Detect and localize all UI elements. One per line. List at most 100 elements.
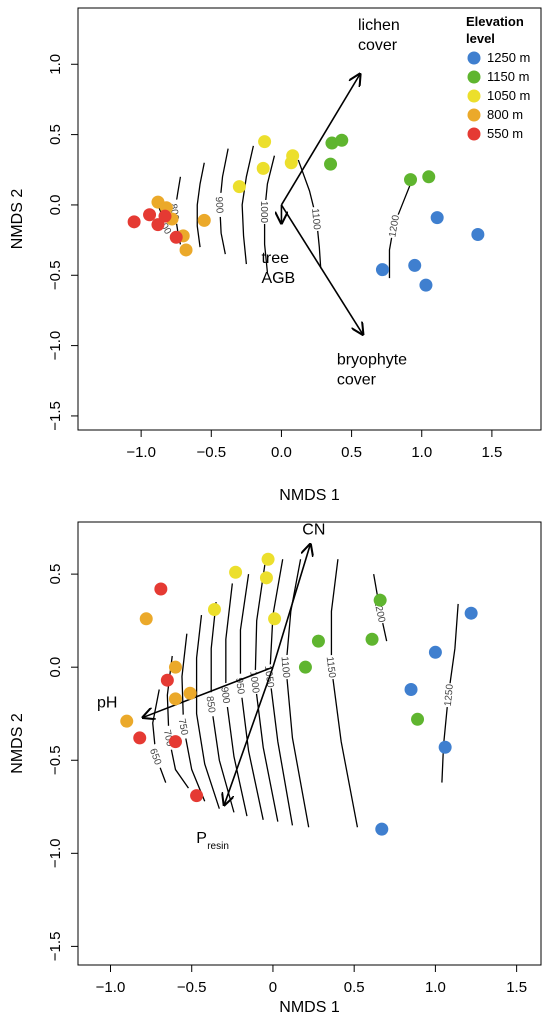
y-axis-title: NMDS 2 xyxy=(9,713,26,774)
plot-point xyxy=(179,243,193,257)
y-tick-label: −1.5 xyxy=(47,401,64,431)
plot-point xyxy=(419,278,433,292)
x-tick-label: 0.5 xyxy=(344,979,365,996)
plot-point xyxy=(404,683,418,697)
plot-point xyxy=(408,258,422,272)
plot-point xyxy=(324,157,338,171)
plot-point xyxy=(127,215,141,229)
contour-line xyxy=(330,559,359,828)
legend-label: 1250 m xyxy=(487,50,530,65)
top-nmds-panel: −1.0 −0.5 0.0 0.5 1.0 1.5 −1.5 −1.0 −0.5 0.0 0.5 1.… xyxy=(9,7,542,504)
legend-swatch xyxy=(467,108,481,122)
y-tick-label: −0.5 xyxy=(47,260,64,290)
plot-point xyxy=(168,735,182,749)
plot-point xyxy=(286,149,300,163)
plot-point xyxy=(256,161,270,175)
plot-point xyxy=(154,582,168,596)
plot-point xyxy=(183,686,197,700)
legend-label: 800 m xyxy=(487,107,523,122)
plot-point xyxy=(365,632,379,646)
contour-label: 1200 xyxy=(387,214,402,238)
x-tick-label: −1.0 xyxy=(96,979,126,996)
plot-point xyxy=(430,211,444,225)
plot-point xyxy=(229,565,243,579)
contour-line xyxy=(241,145,255,265)
plot-point xyxy=(258,135,272,149)
contour-label: 1100 xyxy=(278,656,291,679)
y-tick-label: −0.5 xyxy=(47,745,64,775)
env-vector-arrow xyxy=(280,204,362,334)
x-tick-label: 0 xyxy=(269,979,277,996)
env-vector-arrow xyxy=(224,666,274,805)
contour-line xyxy=(285,559,310,828)
plot-point xyxy=(190,789,204,803)
vector-label-line2: cover xyxy=(337,371,377,388)
contour-label-bg xyxy=(258,199,271,224)
y-tick-label: −1.0 xyxy=(47,331,64,361)
bottom-nmds-panel: −1.0 −0.5 0 0.5 1.0 1.5−1.5−1.0−0.50.00.5NMDS… xyxy=(9,521,542,1016)
plot-point xyxy=(404,173,418,187)
contour-label: 1250 xyxy=(443,683,456,707)
y-tick-label: 0.5 xyxy=(47,124,64,145)
x-tick-label: 0.5 xyxy=(341,444,362,461)
contour-line xyxy=(269,559,294,826)
plot-point xyxy=(471,227,485,241)
plot-point xyxy=(143,208,157,222)
x-tick-label: −0.5 xyxy=(177,979,207,996)
x-tick-label: 1.5 xyxy=(506,979,527,996)
legend-swatch xyxy=(467,89,481,103)
vector-label-subscript: resin xyxy=(207,841,229,852)
plot-point xyxy=(197,213,211,227)
y-tick-label: −1.5 xyxy=(47,932,64,962)
legend-swatch xyxy=(467,51,481,65)
plot-point xyxy=(120,714,134,728)
plot-point xyxy=(298,660,312,674)
vector-label: CN xyxy=(302,521,325,538)
contour-label: 900 xyxy=(218,686,231,704)
plot-point xyxy=(139,612,153,626)
plot-point xyxy=(428,645,442,659)
legend: Elevation level 1250 m 1150 m 1050 m 800 m 5… xyxy=(466,14,530,141)
y-tick-label: −1.0 xyxy=(47,839,64,869)
plot-point xyxy=(133,731,147,745)
plot-point xyxy=(411,712,425,726)
contour-label-bg xyxy=(309,206,324,232)
env-vector-arrow xyxy=(272,544,310,668)
vector-label: tree xyxy=(261,250,289,267)
y-tick-label: 0.5 xyxy=(47,564,64,585)
vector-label: P xyxy=(196,830,207,847)
plot-point xyxy=(311,634,325,648)
legend-label: 550 m xyxy=(487,126,523,141)
contour-label: 1150 xyxy=(324,656,338,679)
vector-label: bryophyte xyxy=(337,351,407,368)
plot-point xyxy=(261,552,275,566)
legend-label: 1150 m xyxy=(487,69,529,84)
legend-title-line2: level xyxy=(466,31,495,46)
x-axis-title: NMDS 1 xyxy=(279,487,340,504)
env-vector-arrow xyxy=(143,666,274,717)
plot-point xyxy=(160,673,174,687)
plot-point xyxy=(375,263,389,277)
plot-point xyxy=(158,209,172,223)
y-tick-label: 1.0 xyxy=(47,54,64,75)
plot-point xyxy=(335,133,349,147)
vector-label-line2: cover xyxy=(358,37,398,54)
x-tick-label: 1.0 xyxy=(411,444,432,461)
env-vector-arrow xyxy=(280,74,360,206)
plot-point xyxy=(422,170,436,184)
contour-label-bg xyxy=(146,743,166,770)
contour-line xyxy=(196,162,205,248)
x-axis-title: NMDS 1 xyxy=(279,999,340,1016)
plot-point xyxy=(168,692,182,706)
legend-swatch xyxy=(467,70,481,84)
contour-label-bg xyxy=(278,654,294,680)
contour-label-bg xyxy=(233,673,248,699)
vector-label: pH xyxy=(97,694,117,711)
plot-point xyxy=(168,660,182,674)
vector-label-line2: AGB xyxy=(261,270,295,287)
x-tick-label: 1.0 xyxy=(425,979,446,996)
y-tick-label: 0.0 xyxy=(47,195,64,216)
contour-line xyxy=(195,614,220,809)
contour-label-bg xyxy=(218,682,234,708)
